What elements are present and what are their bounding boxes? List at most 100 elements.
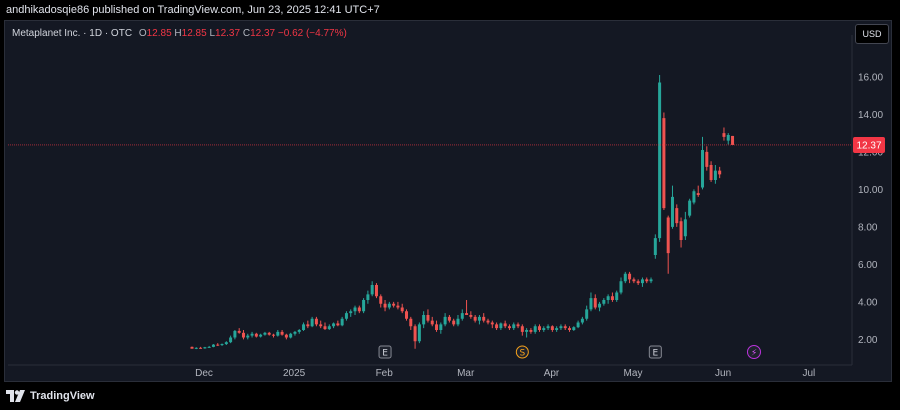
low-value: 12.37 xyxy=(215,28,241,39)
candle xyxy=(314,316,318,327)
top-bar: andhikadosqie86 published on TradingView… xyxy=(0,0,900,20)
candle-body xyxy=(520,326,524,332)
candle xyxy=(327,324,331,330)
candle-body xyxy=(241,332,245,338)
candle xyxy=(460,309,464,321)
candle-body xyxy=(482,316,486,321)
low-label: L xyxy=(209,28,216,39)
tradingview-brand[interactable]: TradingView xyxy=(30,390,95,402)
candle-body xyxy=(559,326,563,329)
last-price-line: 12.37 xyxy=(8,136,885,153)
candle xyxy=(430,316,434,327)
candle xyxy=(310,316,314,328)
candle-body xyxy=(370,285,374,295)
change-value: −0.62 (−4.77%) xyxy=(277,28,347,39)
candle xyxy=(336,320,340,327)
candle xyxy=(229,335,233,344)
candle xyxy=(692,189,696,205)
last-price-tag[interactable] xyxy=(853,136,885,153)
chart-frame[interactable] xyxy=(4,20,892,382)
time-tick-label: May xyxy=(624,368,643,379)
candle-body xyxy=(731,135,735,145)
candle-body xyxy=(349,311,353,314)
split-event-marker[interactable]: S xyxy=(515,345,529,359)
price-tick-label: 4.00 xyxy=(858,297,878,308)
candle-body xyxy=(576,322,580,328)
earnings-icon xyxy=(648,345,662,359)
candle-body xyxy=(619,281,623,293)
candle xyxy=(332,322,336,329)
candle xyxy=(529,328,533,334)
candle-body xyxy=(525,330,529,332)
candle xyxy=(598,301,602,312)
candle-body xyxy=(563,326,567,329)
tradingview-logo-icon[interactable] xyxy=(6,390,26,402)
candle-body xyxy=(422,315,426,325)
candle-body xyxy=(224,342,228,345)
candle xyxy=(705,146,709,171)
candle xyxy=(302,322,306,331)
currency-button[interactable]: USD xyxy=(855,24,889,44)
candle-body xyxy=(400,307,404,312)
candle xyxy=(495,322,499,330)
candle xyxy=(477,315,481,325)
time-axis: Dec 2025 Feb Mar Apr May Jun Jul xyxy=(8,364,852,379)
candle xyxy=(250,331,254,338)
candle xyxy=(649,277,653,284)
candle-body xyxy=(615,292,619,300)
candle xyxy=(546,324,550,330)
candle-body xyxy=(469,315,473,317)
candle-body xyxy=(289,333,293,338)
candle-body xyxy=(460,313,464,319)
candle xyxy=(409,316,413,330)
candle xyxy=(387,301,391,310)
candle xyxy=(653,234,657,259)
symbol-title[interactable]: Metaplanet Inc. · 1D · OTC xyxy=(12,28,133,39)
candle xyxy=(233,330,237,340)
candle-body xyxy=(276,331,280,336)
last-price-label: 12.37 xyxy=(856,140,881,151)
high-label: H xyxy=(174,28,182,39)
earnings-event-marker[interactable]: E xyxy=(378,345,392,359)
candle xyxy=(396,301,400,310)
candle-body xyxy=(473,316,477,321)
candle-body xyxy=(430,320,434,325)
candle xyxy=(486,318,490,325)
dividend-event-marker[interactable]: ⚡ xyxy=(746,345,761,359)
candle-body xyxy=(696,193,700,195)
candle-body xyxy=(662,118,666,209)
candle xyxy=(400,303,404,314)
candle xyxy=(392,301,396,308)
candle xyxy=(383,300,387,312)
candle-body xyxy=(585,309,589,319)
candle-body xyxy=(284,334,288,338)
candle-body xyxy=(323,326,327,330)
candle xyxy=(216,343,220,346)
candle-body xyxy=(688,200,692,216)
candle-body xyxy=(362,300,366,312)
candle xyxy=(503,320,507,329)
candle-body xyxy=(259,334,263,337)
candle xyxy=(276,330,280,337)
candle xyxy=(284,333,288,340)
price-tick-label: 6.00 xyxy=(858,260,878,271)
candle-body xyxy=(366,294,370,300)
candle xyxy=(224,341,228,345)
candle xyxy=(370,281,374,297)
high-value: 12.85 xyxy=(181,28,207,39)
candle xyxy=(194,347,198,350)
earnings-event-marker[interactable]: E xyxy=(648,345,662,359)
earnings-icon xyxy=(378,345,392,359)
candle-body xyxy=(357,307,361,312)
candle-body xyxy=(379,296,383,304)
event-marker-label: S xyxy=(519,349,525,359)
event-marker-label: E xyxy=(382,349,388,359)
candle-body xyxy=(495,324,499,329)
candle xyxy=(572,326,576,331)
candle xyxy=(417,322,421,344)
candle xyxy=(237,328,241,334)
candle xyxy=(490,320,494,329)
open-value: 12.85 xyxy=(146,28,172,39)
